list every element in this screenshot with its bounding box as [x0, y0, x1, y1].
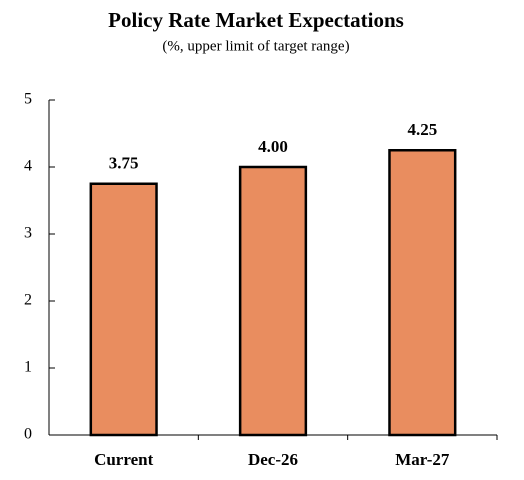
y-tick-label: 3: [24, 225, 32, 242]
chart-subtitle: (%, upper limit of target range): [162, 38, 349, 54]
y-tick-label: 5: [24, 91, 32, 108]
value-label: 3.75: [109, 154, 139, 173]
x-tick-label: Current: [94, 450, 154, 469]
x-tick-label: Dec-26: [248, 450, 298, 469]
y-tick-label: 2: [24, 292, 32, 309]
value-label: 4.25: [407, 120, 437, 139]
bar: [388, 149, 457, 437]
y-tick-label: 4: [24, 158, 32, 175]
value-label: 4.00: [258, 137, 288, 156]
bar: [89, 182, 158, 437]
chart-title: Policy Rate Market Expectations: [108, 8, 404, 32]
bar: [238, 165, 308, 437]
y-tick-label: 1: [24, 359, 32, 376]
x-tick-label: Mar-27: [395, 450, 450, 469]
y-tick-label: 0: [24, 426, 32, 443]
